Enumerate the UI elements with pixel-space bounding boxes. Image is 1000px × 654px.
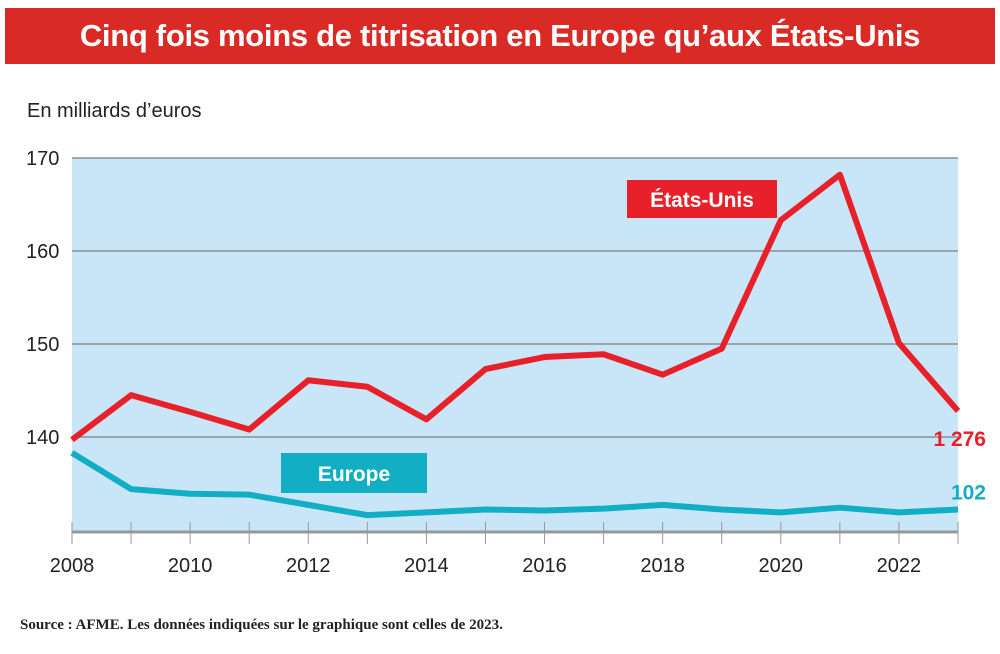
end-value-label: 1 276 xyxy=(933,428,986,451)
legend-box xyxy=(627,180,777,218)
x-tick-label: 2022 xyxy=(877,555,922,577)
x-tick-label: 2008 xyxy=(50,555,95,577)
legend-label: Europe xyxy=(318,463,390,486)
y-tick-label: 160 xyxy=(26,241,59,263)
x-tick-label: 2014 xyxy=(404,555,449,577)
x-tick-label: 2020 xyxy=(759,555,804,577)
legend-box xyxy=(281,453,427,493)
y-axis-label: En milliards d’euros xyxy=(27,100,202,122)
x-tick-label: 2010 xyxy=(168,555,213,577)
legend-label: États-Unis xyxy=(650,189,754,212)
x-tick-label: 2016 xyxy=(522,555,567,577)
x-tick-label: 2012 xyxy=(286,555,331,577)
y-tick-label: 140 xyxy=(26,427,59,449)
x-tick-label: 2018 xyxy=(640,555,685,577)
y-tick-label: 150 xyxy=(26,334,59,356)
chart-title: Cinq fois moins de titrisation en Europe… xyxy=(5,8,995,64)
source-note: Source : AFME. Les données indiquées sur… xyxy=(20,617,503,633)
series-line-etats-unis xyxy=(70,171,961,443)
y-tick-label: 170 xyxy=(26,148,59,170)
plot-background xyxy=(72,158,958,532)
end-value-label: 102 xyxy=(951,482,986,505)
series-line-europe xyxy=(70,450,959,519)
